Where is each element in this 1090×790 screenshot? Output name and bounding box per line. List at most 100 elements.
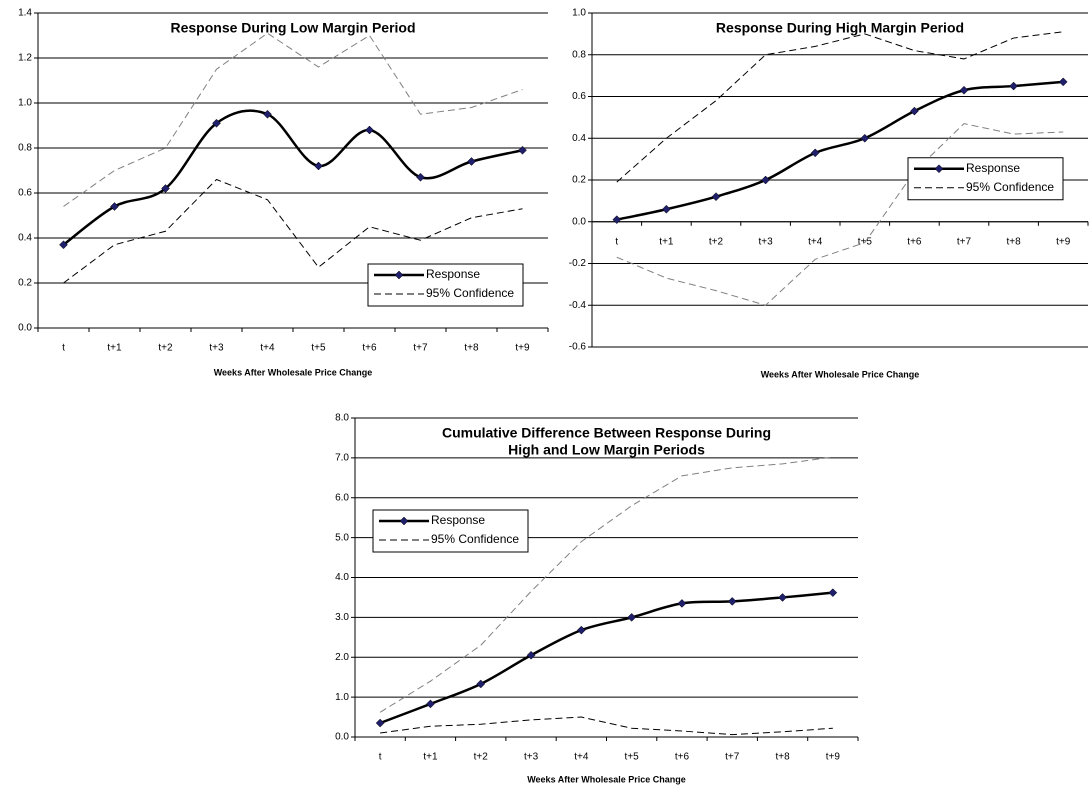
x-tick-label: t+2 [709, 236, 724, 247]
marker [212, 118, 221, 128]
y-tick-label: 0.8 [18, 143, 32, 154]
x-tick-label: t+7 [413, 343, 428, 354]
chart: 0.0 1.0 2.0 3.0 4.0 5.0 6.0 7.0 8.0 t t+1 t+2 t+3 t+4… [335, 413, 859, 784]
x-axis-title: Weeks After Wholesale Price Change [214, 367, 373, 377]
legend-marker [399, 516, 409, 526]
x-tick-label: t+2 [158, 343, 173, 354]
y-tick-label: -0.6 [569, 342, 587, 353]
y-tick-label: 0.6 [572, 91, 586, 102]
marker [627, 613, 637, 622]
x-tick-label: t+8 [464, 343, 479, 354]
x-tick-label: t+1 [107, 343, 122, 354]
x-tick-label: t+8 [775, 752, 790, 763]
x-axis-title: Weeks After Wholesale Price Change [761, 369, 920, 379]
y-tick-label: 0.2 [572, 175, 586, 186]
x-tick-label: t+3 [209, 343, 224, 354]
x-tick-label: t+9 [826, 752, 841, 763]
marker [612, 215, 622, 225]
y-tick-label: -0.2 [569, 258, 587, 269]
legend-box [907, 157, 1064, 201]
series-line [616, 80, 1064, 221]
marker [59, 240, 68, 250]
marker [1009, 81, 1018, 91]
marker [810, 148, 820, 158]
legend-label: 95% Confidence [431, 532, 519, 546]
legend-box [372, 509, 529, 553]
y-tick-label: 3.0 [335, 612, 349, 623]
marker [526, 650, 536, 660]
confidence-lower [380, 716, 833, 736]
marker [467, 157, 476, 166]
x-tick-label: t+4 [260, 343, 275, 354]
marker [416, 172, 425, 182]
x-tick-label: t+8 [1007, 236, 1022, 247]
y-tick-label: 1.0 [18, 98, 32, 109]
y-tick-label: 6.0 [335, 492, 349, 503]
marker [375, 718, 385, 728]
series-line [62, 109, 523, 246]
chart-title: High and Low Margin Periods [508, 442, 705, 458]
y-tick-label: 0.0 [335, 732, 349, 743]
x-tick-label: t+7 [957, 236, 972, 247]
y-tick-label: 0.6 [18, 188, 32, 199]
x-axis-title: Weeks After Wholesale Price Change [527, 774, 686, 784]
marker [1058, 77, 1068, 87]
x-tick-label: t+5 [625, 752, 640, 763]
y-tick-label: 0.2 [18, 278, 32, 289]
legend-box [367, 263, 524, 307]
marker [110, 202, 119, 211]
y-tick-label: 1.4 [18, 8, 32, 19]
x-tick-label: t+6 [675, 752, 690, 763]
marker [476, 679, 486, 689]
marker [426, 699, 435, 709]
marker [518, 145, 527, 155]
legend-label: 95% Confidence [966, 180, 1054, 194]
marker [828, 588, 838, 598]
y-tick-label: 0.8 [572, 49, 586, 60]
series-line [379, 591, 833, 725]
confidence-upper [379, 456, 833, 713]
confidence-upper [63, 32, 523, 207]
y-tick-label: 0.4 [18, 233, 32, 244]
x-tick-label: t+4 [808, 236, 823, 247]
x-tick-label: t+4 [574, 752, 589, 763]
confidence-lower [616, 123, 1064, 306]
y-tick-label: 4.0 [335, 572, 349, 583]
y-tick-label: 8.0 [335, 413, 349, 424]
y-tick-label: 7.0 [335, 453, 349, 464]
marker [662, 204, 671, 214]
y-tick-label: 0.0 [572, 216, 586, 227]
x-tick-label: t+3 [759, 236, 774, 247]
x-tick-label: t+1 [659, 236, 674, 247]
marker [910, 106, 919, 116]
x-tick-label: t+5 [311, 343, 326, 354]
chart-title: Cumulative Difference Between Response D… [442, 425, 771, 441]
legend-marker [934, 164, 944, 174]
x-tick-label: t+7 [725, 752, 740, 763]
legend-marker [394, 270, 404, 280]
marker [860, 133, 870, 143]
x-tick-label: t+3 [524, 752, 539, 763]
x-tick-label: t+2 [474, 752, 489, 763]
x-tick-label: t [615, 236, 618, 247]
y-tick-label: 0.4 [572, 133, 586, 144]
marker [727, 597, 737, 606]
chart-title: Response During Low Margin Period [170, 20, 415, 36]
marker [959, 85, 969, 95]
x-tick-label: t+1 [423, 752, 438, 763]
chart-title: Response During High Margin Period [716, 20, 964, 36]
y-tick-label: 5.0 [335, 532, 349, 543]
chart: -0.6 -0.4 -0.2 0.0 0.2 0.4 0.6 0.8 1.0 t t+1 t+2 t+3… [569, 8, 1089, 379]
legend-label: 95% Confidence [426, 286, 514, 300]
x-tick-label: t [62, 343, 65, 354]
x-tick-label: t+6 [362, 343, 377, 354]
y-tick-label: 1.2 [18, 53, 32, 64]
marker [314, 161, 323, 171]
x-tick-label: t+6 [907, 236, 922, 247]
marker [263, 109, 272, 119]
marker [778, 593, 787, 602]
marker [761, 175, 770, 185]
legend-label: Response [966, 161, 1020, 175]
y-tick-label: 1.0 [572, 8, 586, 19]
